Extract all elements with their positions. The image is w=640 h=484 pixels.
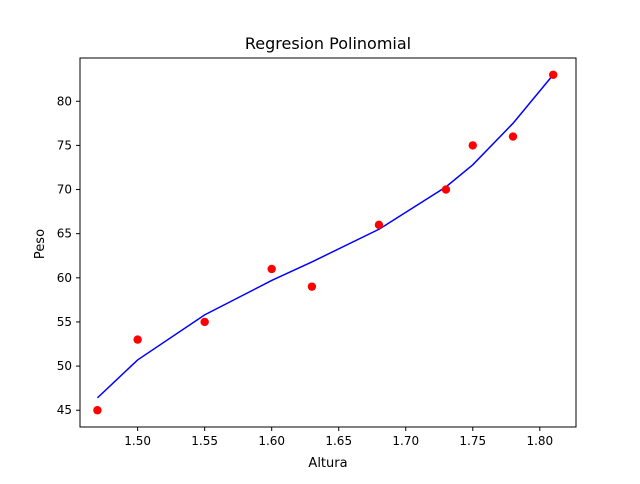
plot-area: 1.50 1.55 1.60 1.65 1.70 1.75 1.80 45 50 55 60 65 70… xyxy=(57,57,577,448)
y-tick-label: 75 xyxy=(57,138,72,152)
x-tick-label: 1.55 xyxy=(191,434,218,448)
data-point xyxy=(468,141,477,150)
y-tick-label: 55 xyxy=(57,315,72,329)
y-tick-label: 80 xyxy=(57,94,72,108)
x-tick-label: 1.70 xyxy=(392,434,419,448)
y-tick-label: 50 xyxy=(57,359,72,373)
data-point xyxy=(93,406,102,415)
x-tick-label: 1.80 xyxy=(526,434,553,448)
data-point xyxy=(307,282,317,291)
y-tick-label: 70 xyxy=(57,183,72,197)
data-point xyxy=(508,132,518,141)
x-tick-label: 1.60 xyxy=(258,434,285,448)
x-tick-label: 1.65 xyxy=(325,434,352,448)
y-axis-label: Peso xyxy=(33,229,48,259)
x-axis-label: Altura xyxy=(308,456,347,471)
data-point xyxy=(200,317,209,327)
regression-line xyxy=(96,74,554,399)
y-tick-label: 65 xyxy=(57,227,72,241)
data-point xyxy=(267,264,276,274)
y-tick-label: 60 xyxy=(57,271,72,285)
axes-frame xyxy=(79,57,577,428)
data-point xyxy=(133,335,142,344)
y-tick-label: 45 xyxy=(57,403,72,417)
chart-title: Regresion Polinomial xyxy=(245,34,411,53)
x-tick-label: 1.50 xyxy=(124,434,151,448)
data-point xyxy=(441,185,451,194)
x-tick-label: 1.75 xyxy=(459,434,486,448)
data-point xyxy=(549,70,558,79)
data-point xyxy=(374,220,384,230)
